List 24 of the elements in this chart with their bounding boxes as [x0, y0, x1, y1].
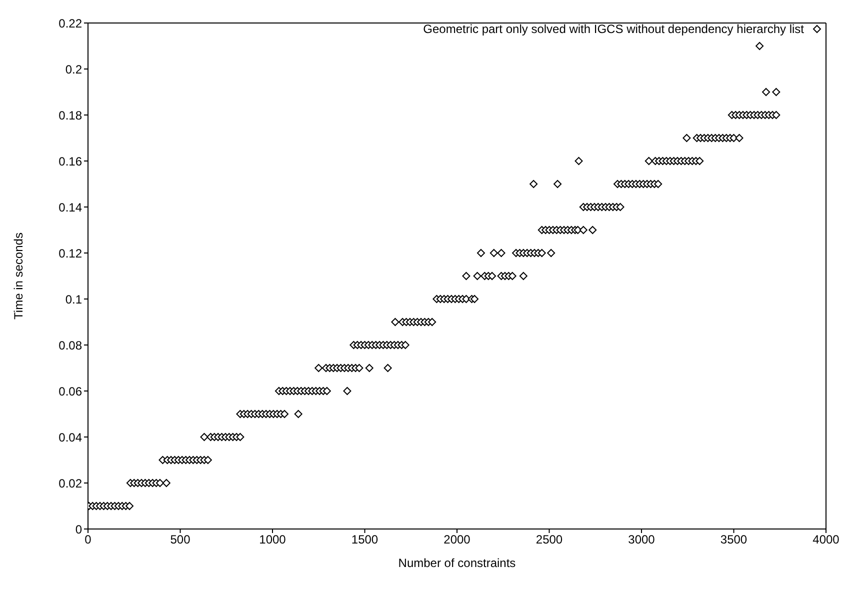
x-axis-title: Number of constraints: [398, 556, 516, 570]
y-tick-label: 0.1: [65, 292, 82, 306]
y-tick-label: 0.02: [58, 476, 82, 490]
y-tick-label: 0.18: [58, 108, 82, 122]
x-tick-label: 3000: [628, 532, 656, 547]
x-tick-label: 2500: [536, 532, 563, 547]
x-tick-label: 1000: [259, 532, 286, 547]
y-tick-label: 0.12: [58, 246, 82, 260]
y-tick-label: 0: [75, 522, 82, 536]
x-tick-label: 0: [84, 532, 92, 547]
y-tick-label: 0.14: [58, 200, 82, 214]
x-tick-label: 500: [170, 532, 191, 547]
legend-label: Geometric part only solved with IGCS without dependency hierarchy list: [423, 22, 804, 36]
y-tick-label: 0.2: [65, 62, 82, 76]
y-tick-label: 0.22: [58, 16, 82, 30]
y-tick-label: 0.08: [58, 338, 82, 352]
x-tick-label: 2000: [444, 532, 471, 547]
x-tick-label: 4000: [812, 532, 840, 547]
y-tick-label: 0.04: [58, 430, 82, 444]
y-tick-label: 0.16: [58, 154, 82, 168]
y-axis-title: Time in seconds: [11, 232, 26, 320]
x-tick-label: 3500: [720, 532, 748, 547]
x-tick-label: 1500: [351, 532, 378, 547]
y-tick-label: 0.06: [58, 384, 82, 398]
